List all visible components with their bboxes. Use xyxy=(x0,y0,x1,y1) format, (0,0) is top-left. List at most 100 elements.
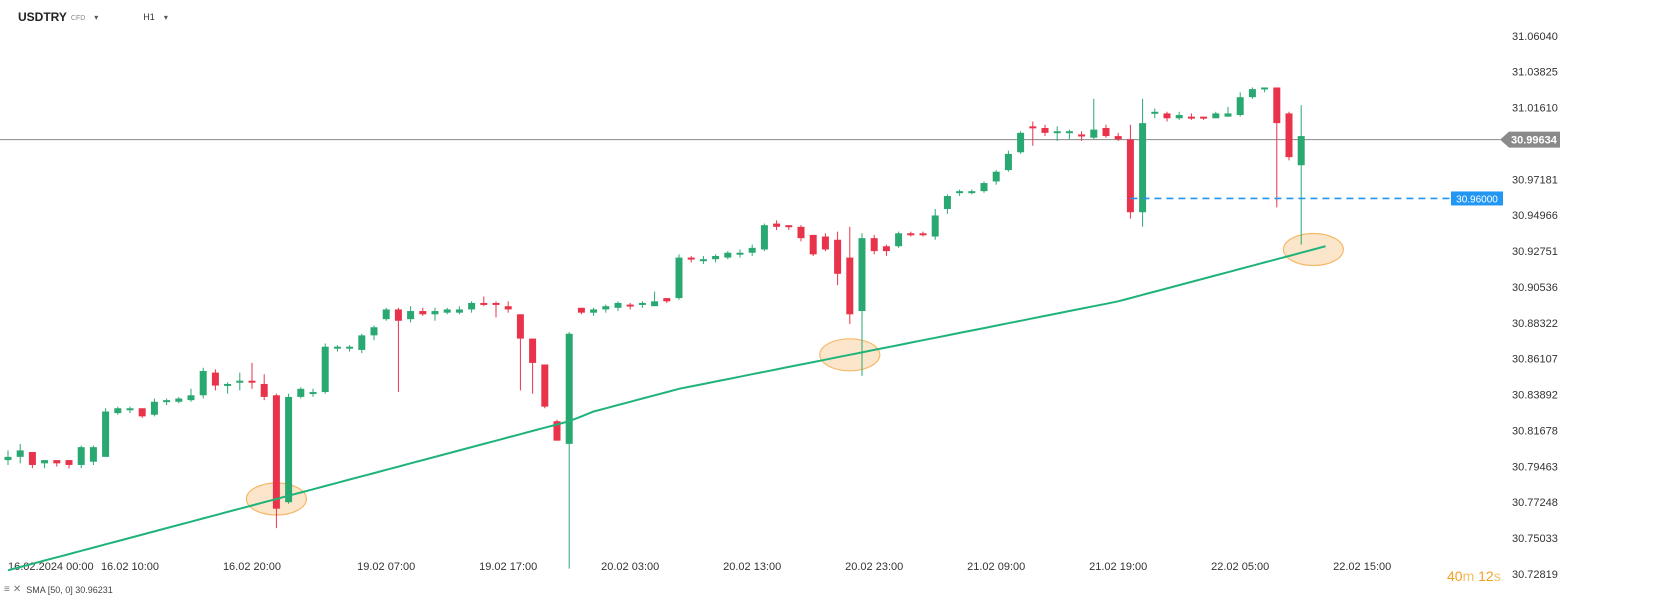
price-tick-label: 30.72819 xyxy=(1512,569,1558,581)
candle-body xyxy=(65,460,73,465)
candle-body xyxy=(1285,113,1293,158)
settings-icon[interactable]: ≡ xyxy=(4,584,10,595)
candle-body xyxy=(882,246,890,252)
candle xyxy=(211,369,219,391)
candle xyxy=(1078,131,1086,141)
time-tick-label: 16.02 10:00 xyxy=(101,561,159,573)
candle xyxy=(870,234,878,255)
candle-body xyxy=(455,309,463,313)
candle-body xyxy=(553,421,561,441)
candle xyxy=(1224,106,1232,117)
candle-body xyxy=(272,395,280,509)
candle-body xyxy=(138,408,146,417)
timeframe-dropdown-icon[interactable]: ▾ xyxy=(163,12,168,22)
price-tick-label: 31.03825 xyxy=(1512,67,1558,79)
candle-body xyxy=(309,392,317,395)
candle-body xyxy=(492,302,500,305)
candle-body xyxy=(931,215,939,237)
candle-body xyxy=(370,327,378,336)
current-price-badge: 30.99634 xyxy=(1500,131,1560,148)
candle-body xyxy=(1163,113,1171,119)
candle xyxy=(138,408,146,418)
candle-body xyxy=(809,234,817,255)
candle-body xyxy=(480,302,488,305)
candle-body xyxy=(1273,87,1281,124)
time-tick-label: 16.02 20:00 xyxy=(223,561,281,573)
candle xyxy=(1236,92,1244,117)
sma-line xyxy=(7,245,1326,572)
candle xyxy=(748,244,756,256)
candle-body xyxy=(1139,123,1147,213)
candle xyxy=(4,450,12,465)
candle xyxy=(248,362,256,389)
candle xyxy=(565,332,573,569)
candle xyxy=(260,374,268,401)
candle xyxy=(846,226,854,325)
candle xyxy=(1187,113,1195,120)
symbol-dropdown-icon[interactable]: ▾ xyxy=(94,12,99,22)
candle xyxy=(297,387,305,399)
candle-body xyxy=(1248,89,1256,98)
candle xyxy=(309,388,317,397)
candle-body xyxy=(382,309,390,320)
candles xyxy=(4,87,1305,569)
candle-body xyxy=(199,370,207,396)
candle xyxy=(150,398,158,417)
candle-body xyxy=(358,335,366,350)
candle-body xyxy=(4,456,12,461)
candle xyxy=(346,345,354,352)
candle-body xyxy=(407,311,415,320)
candle xyxy=(712,254,720,263)
candle xyxy=(980,181,988,193)
level-badge-bg xyxy=(1451,191,1503,206)
candle xyxy=(1017,131,1025,154)
candle-body xyxy=(577,307,585,313)
candle-body xyxy=(1041,127,1049,133)
candle xyxy=(541,364,549,409)
candle xyxy=(736,249,744,258)
timeframe-selector[interactable]: H1 xyxy=(143,12,155,22)
candle xyxy=(516,314,524,391)
candle-body xyxy=(187,395,195,401)
price-tick-label: 30.97181 xyxy=(1512,174,1558,186)
candle xyxy=(126,406,134,414)
candle-body xyxy=(248,380,256,383)
candle-body xyxy=(626,304,634,307)
candle-body xyxy=(236,380,244,383)
candle-body xyxy=(89,447,97,462)
candle-body xyxy=(943,196,951,209)
price-tick-label: 30.92751 xyxy=(1512,246,1558,258)
candle xyxy=(992,170,1000,185)
candle xyxy=(1285,111,1293,161)
candle xyxy=(1273,87,1281,208)
candle-body xyxy=(638,302,646,305)
candle xyxy=(455,306,463,315)
time-tick-label: 22.02 05:00 xyxy=(1211,561,1269,573)
candle-body xyxy=(431,311,439,315)
candle-body xyxy=(1053,131,1061,134)
symbol-name[interactable]: USDTRY xyxy=(18,10,67,24)
candle-body xyxy=(797,226,805,239)
price-tick-label: 30.75033 xyxy=(1512,533,1558,545)
candle-body xyxy=(687,257,695,260)
candle xyxy=(882,244,890,256)
candle-body xyxy=(699,259,707,262)
candle xyxy=(321,343,329,394)
candle-countdown: 40m 12s xyxy=(1447,568,1501,584)
countdown-seconds-unit: s xyxy=(1493,568,1501,584)
chart-header: USDTRY CFD ▾ H1 ▾ xyxy=(18,9,168,25)
close-icon[interactable]: ✕ xyxy=(12,584,22,595)
time-tick-label: 19.02 17:00 xyxy=(479,561,537,573)
price-tick-label: 30.79463 xyxy=(1512,461,1558,473)
candle-body xyxy=(614,302,622,308)
candle-body xyxy=(468,302,476,310)
candle-body xyxy=(919,233,927,236)
candle xyxy=(1297,105,1305,245)
candle-body xyxy=(992,171,1000,182)
time-tick-label: 21.02 09:00 xyxy=(967,561,1025,573)
candle xyxy=(529,338,537,394)
time-tick-label: 20.02 03:00 xyxy=(601,561,659,573)
candle-body xyxy=(675,257,683,299)
candle xyxy=(1212,111,1220,119)
